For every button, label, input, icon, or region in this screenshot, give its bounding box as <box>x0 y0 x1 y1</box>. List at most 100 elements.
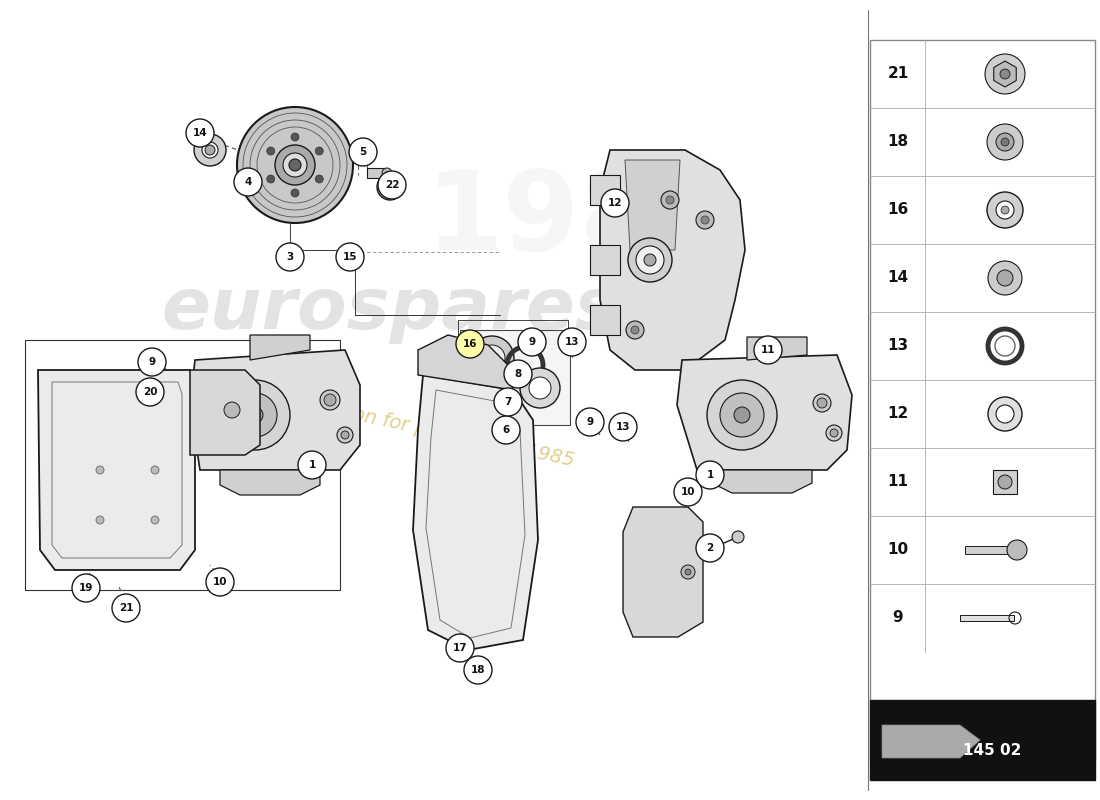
Circle shape <box>631 326 639 334</box>
Polygon shape <box>676 355 852 470</box>
Circle shape <box>248 407 263 423</box>
Circle shape <box>234 168 262 196</box>
Circle shape <box>754 336 782 364</box>
Polygon shape <box>590 245 620 275</box>
Circle shape <box>283 153 307 177</box>
Circle shape <box>734 407 750 423</box>
Text: 14: 14 <box>888 270 909 286</box>
Circle shape <box>377 174 403 200</box>
Circle shape <box>696 534 724 562</box>
Text: 14: 14 <box>192 128 207 138</box>
Circle shape <box>996 201 1014 219</box>
Circle shape <box>112 594 140 622</box>
Circle shape <box>320 390 340 410</box>
Circle shape <box>96 466 104 474</box>
Circle shape <box>470 336 514 380</box>
Circle shape <box>685 569 691 575</box>
Text: 11: 11 <box>761 345 776 355</box>
Polygon shape <box>220 470 320 495</box>
Circle shape <box>446 634 474 662</box>
Text: 13: 13 <box>564 337 580 347</box>
Circle shape <box>151 466 160 474</box>
Polygon shape <box>623 507 703 637</box>
Text: 7: 7 <box>504 397 512 407</box>
Circle shape <box>696 461 724 489</box>
Circle shape <box>576 408 604 436</box>
Circle shape <box>681 565 695 579</box>
Circle shape <box>151 516 160 524</box>
Circle shape <box>492 416 520 444</box>
Circle shape <box>337 427 353 443</box>
Circle shape <box>529 377 551 399</box>
Polygon shape <box>250 335 310 360</box>
Circle shape <box>316 175 323 183</box>
Polygon shape <box>882 725 980 758</box>
Polygon shape <box>590 175 620 205</box>
Circle shape <box>830 429 838 437</box>
Text: 8: 8 <box>515 369 521 379</box>
Circle shape <box>558 328 586 356</box>
Circle shape <box>267 147 275 155</box>
Text: 21: 21 <box>888 66 909 82</box>
Circle shape <box>220 380 290 450</box>
Circle shape <box>988 261 1022 295</box>
Circle shape <box>202 142 218 158</box>
Text: a passion for parts since 1985: a passion for parts since 1985 <box>284 390 576 470</box>
Polygon shape <box>418 335 513 390</box>
Circle shape <box>1006 540 1027 560</box>
Circle shape <box>1001 138 1009 146</box>
Circle shape <box>316 147 323 155</box>
Text: 13: 13 <box>616 422 630 432</box>
Circle shape <box>349 138 377 166</box>
Text: 16: 16 <box>888 202 909 218</box>
Text: 21: 21 <box>119 603 133 613</box>
Circle shape <box>997 270 1013 286</box>
Circle shape <box>236 107 353 223</box>
Circle shape <box>518 328 546 356</box>
Circle shape <box>701 216 710 224</box>
Polygon shape <box>590 305 620 335</box>
Text: 19: 19 <box>79 583 94 593</box>
Polygon shape <box>412 375 538 650</box>
Circle shape <box>826 425 842 441</box>
Circle shape <box>292 133 299 141</box>
Circle shape <box>487 353 497 363</box>
Circle shape <box>988 397 1022 431</box>
Circle shape <box>478 345 505 371</box>
Text: 17: 17 <box>453 643 468 653</box>
Circle shape <box>504 360 532 388</box>
Text: 1985: 1985 <box>426 166 735 274</box>
Circle shape <box>233 393 277 437</box>
Text: 18: 18 <box>471 665 485 675</box>
Circle shape <box>72 574 100 602</box>
Text: 5: 5 <box>360 147 366 157</box>
Circle shape <box>136 378 164 406</box>
Polygon shape <box>39 370 195 570</box>
Circle shape <box>382 168 392 178</box>
Circle shape <box>732 531 744 543</box>
Text: 11: 11 <box>888 474 909 490</box>
Circle shape <box>601 189 629 217</box>
Polygon shape <box>712 470 812 493</box>
Text: 10: 10 <box>888 542 909 558</box>
Bar <box>870 40 1094 760</box>
Circle shape <box>666 196 674 204</box>
Circle shape <box>186 119 214 147</box>
Text: 2: 2 <box>706 543 714 553</box>
Circle shape <box>456 330 484 358</box>
Circle shape <box>298 451 326 479</box>
Polygon shape <box>190 370 260 455</box>
Circle shape <box>276 243 304 271</box>
Text: 20: 20 <box>143 387 157 397</box>
Text: 9: 9 <box>148 357 155 367</box>
Circle shape <box>267 175 275 183</box>
Text: 1: 1 <box>706 470 714 480</box>
Circle shape <box>996 405 1014 423</box>
Text: 13: 13 <box>888 338 909 354</box>
Text: 9: 9 <box>528 337 536 347</box>
Polygon shape <box>625 160 680 250</box>
Circle shape <box>224 402 240 418</box>
Circle shape <box>289 159 301 171</box>
Text: eurospares: eurospares <box>162 275 618 345</box>
Circle shape <box>626 321 644 339</box>
